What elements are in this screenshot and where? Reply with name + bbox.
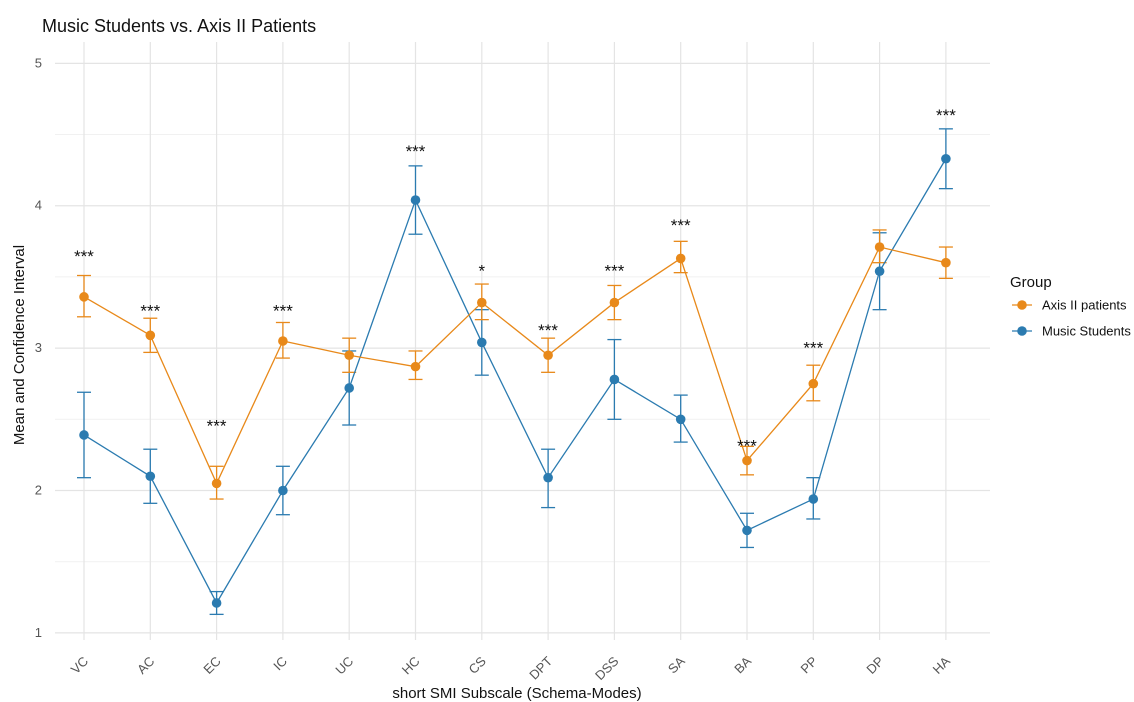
significance-marker: * xyxy=(478,261,485,280)
data-point-music-students xyxy=(941,153,951,164)
y-tick-label: 4 xyxy=(35,198,42,213)
x-axis-label: short SMI Subscale (Schema-Modes) xyxy=(392,685,641,702)
data-point-axis-ii-patients xyxy=(808,378,819,389)
data-point-music-students xyxy=(543,472,553,483)
data-point-music-students xyxy=(344,383,355,393)
x-tick-label: UC xyxy=(332,654,356,678)
legend: Group Axis II patients Music Students xyxy=(1010,274,1131,339)
x-tick-label: DPT xyxy=(526,653,555,682)
data-point-axis-ii-patients xyxy=(675,253,686,264)
y-tick-label: 1 xyxy=(35,625,42,640)
x-tick-label: EC xyxy=(200,654,223,677)
significance-marker: *** xyxy=(74,247,94,266)
data-point-axis-ii-patients xyxy=(477,297,487,308)
x-tick-label: VC xyxy=(68,654,91,677)
x-tick-label: DSS xyxy=(592,653,622,683)
y-tick-label: 3 xyxy=(35,340,42,355)
x-tick-label: SA xyxy=(665,653,688,676)
x-tick-label: CS xyxy=(466,653,490,677)
x-tick-label: AC xyxy=(134,654,157,677)
data-point-music-students xyxy=(874,266,885,277)
legend-title: Group xyxy=(1010,274,1052,291)
y-tick-labels: 1 2 3 4 5 xyxy=(35,55,42,640)
significance-marker: *** xyxy=(737,437,757,456)
series-line-music-students xyxy=(83,158,947,605)
data-point-music-students xyxy=(145,471,156,482)
grid xyxy=(55,42,990,640)
legend-label-music-students: Music Students xyxy=(1042,324,1131,339)
significance-marker: *** xyxy=(803,338,823,357)
data-point-music-students xyxy=(211,598,222,608)
data-point-axis-ii-patients xyxy=(79,292,89,302)
significance-annotations: ********************************** xyxy=(74,106,956,455)
chart-title: Music Students vs. Axis II Patients xyxy=(42,16,316,36)
significance-marker: *** xyxy=(406,142,426,161)
significance-marker: *** xyxy=(936,106,956,125)
data-point-axis-ii-patients xyxy=(543,350,553,361)
data-point-music-students xyxy=(410,195,421,205)
x-tick-label: IC xyxy=(270,654,290,674)
x-tick-labels: VC AC EC IC UC HC CS DPT DSS SA BA PP DP HA xyxy=(68,653,954,683)
x-tick-label: HA xyxy=(930,653,954,677)
significance-marker: *** xyxy=(671,216,691,235)
significance-marker: *** xyxy=(207,417,227,436)
significance-marker: *** xyxy=(273,301,293,320)
significance-marker: *** xyxy=(604,261,624,280)
data-point-axis-ii-patients xyxy=(344,350,355,361)
x-tick-label: PP xyxy=(798,654,821,677)
data-point-axis-ii-patients xyxy=(211,478,222,489)
data-point-music-students xyxy=(477,337,487,348)
x-tick-label: BA xyxy=(731,653,754,676)
data-point-music-students xyxy=(278,485,288,496)
data-point-axis-ii-patients xyxy=(941,257,951,268)
y-axis-label: Mean and Confidence Interval xyxy=(11,245,28,445)
series-points xyxy=(79,153,951,608)
data-point-axis-ii-patients xyxy=(609,297,620,308)
x-tick-label: DP xyxy=(863,654,886,677)
data-point-axis-ii-patients xyxy=(278,336,288,346)
data-point-axis-ii-patients xyxy=(410,361,421,372)
significance-marker: *** xyxy=(538,321,558,340)
data-point-music-students xyxy=(808,494,819,504)
x-tick-label: HC xyxy=(399,654,423,678)
legend-marker-music-students xyxy=(1017,326,1027,336)
legend-marker-axis-ii-patients xyxy=(1017,300,1027,310)
data-point-music-students xyxy=(742,525,752,536)
data-point-music-students xyxy=(609,374,620,385)
data-point-axis-ii-patients xyxy=(874,242,885,252)
data-point-music-students xyxy=(79,430,89,440)
data-point-axis-ii-patients xyxy=(742,455,752,466)
legend-label-axis-ii-patients: Axis II patients xyxy=(1042,298,1127,313)
significance-marker: *** xyxy=(140,301,160,320)
y-tick-label: 2 xyxy=(35,483,42,498)
data-point-axis-ii-patients xyxy=(145,330,156,341)
series-line-axis-ii-patients xyxy=(83,246,947,485)
error-bars xyxy=(77,128,953,616)
y-tick-label: 5 xyxy=(35,55,42,70)
data-point-music-students xyxy=(675,414,686,425)
series-lines xyxy=(83,158,947,605)
